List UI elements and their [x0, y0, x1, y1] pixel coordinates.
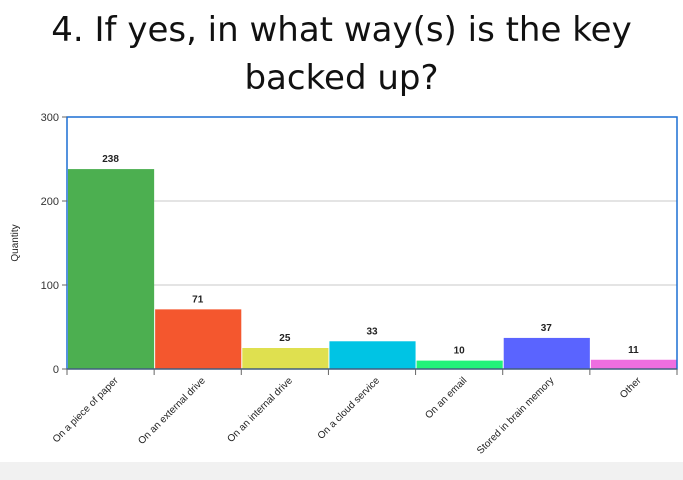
- y-axis-label: Quantity: [10, 224, 21, 261]
- bar: [504, 338, 590, 369]
- bar: [591, 360, 677, 369]
- data-label: 11: [628, 345, 639, 356]
- data-label: 33: [366, 326, 378, 337]
- bar: [242, 348, 328, 369]
- x-tick-label: On a piece of paper: [51, 375, 121, 445]
- x-tick-label: On a cloud service: [316, 375, 383, 442]
- x-tick-label: On an external drive: [136, 375, 208, 447]
- gridlines: [67, 201, 677, 285]
- bar: [417, 361, 503, 369]
- x-tick-label: On an internal drive: [225, 375, 295, 445]
- y-tick-label: 0: [53, 364, 59, 376]
- footer-band: [0, 462, 683, 480]
- x-tick-label: Other: [618, 375, 644, 401]
- y-tick-label: 300: [41, 112, 59, 124]
- y-axis: 0 100 200 300: [41, 112, 67, 376]
- x-tick-label: On an email: [423, 375, 469, 421]
- data-label: 238: [102, 154, 119, 165]
- data-label: 25: [279, 333, 291, 344]
- y-tick-label: 200: [41, 196, 59, 208]
- bar: [68, 169, 154, 369]
- data-label: 37: [541, 323, 553, 334]
- data-label: 10: [454, 346, 466, 357]
- bars: [68, 169, 677, 369]
- bar: [155, 309, 241, 369]
- bar: [329, 341, 415, 369]
- x-tick-label: Stored in brain memory: [475, 375, 556, 456]
- data-label: 71: [192, 294, 204, 305]
- x-axis: On a piece of paper On an external drive O…: [51, 369, 677, 457]
- y-tick-label: 100: [41, 280, 59, 292]
